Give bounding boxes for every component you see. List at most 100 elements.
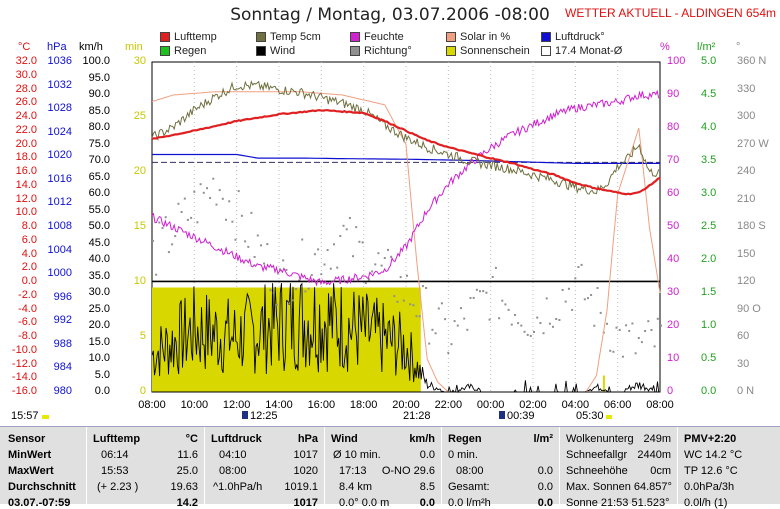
legend-swatch [541,46,551,56]
tick-label-celsius: 8.0 [21,220,37,232]
tick-label-pct: 40 [667,253,680,265]
tick-label-time: 04:00 [561,399,590,411]
series-richtung-point [574,277,577,280]
series-richtung-point [199,183,202,186]
series-richtung-point [428,342,431,345]
series-richtung-point [320,273,323,276]
tick-label-kmh: 75.0 [88,137,110,150]
series-richtung-point [491,276,494,278]
tick-label-kmh: 55.0 [88,203,110,216]
series-richtung-point [580,263,583,266]
tick-label-time: 22:00 [434,399,463,411]
series-wind [151,282,660,394]
tick-label-deg: 210 [737,192,756,205]
legend-swatch [350,32,360,42]
tick-label-lm2: 4.0 [701,121,717,133]
legend-swatch [541,32,551,42]
legend-feuchte: Feuchte [350,31,404,43]
series-richtung-point [174,235,177,238]
col-regen: Regen l/m² 0 min. 08:00 0.0 Gesamt: 0.0 0.… [448,433,553,509]
series-richtung-point [482,290,485,293]
tick-label-hpa: 1012 [47,196,72,209]
tick-label-lm2: 5.0 [701,55,717,67]
series-richtung-point [155,273,158,276]
series-richtung-point [250,211,253,214]
axis-header-hpa: hPa [47,41,67,53]
series-richtung-point [425,287,428,289]
tick-label-kmh: 100.0 [82,55,110,67]
tick-label-kmh: 15.0 [88,335,110,348]
tick-label-min: 5 [139,330,146,342]
series-richtung-point [533,331,535,333]
series-richtung-point [561,289,564,291]
series-richtung-point [339,235,342,237]
series-richtung-point [212,177,215,180]
tick-label-min: 30 [133,55,146,67]
tick-label-celsius: 10.0 [15,206,37,219]
series-richtung-point [396,300,399,303]
series-richtung-point [164,216,167,219]
series-richtung-point [520,324,523,327]
series-richtung-point [304,290,307,293]
series-richtung-point [653,345,656,348]
series-richtung-point [371,270,374,273]
tick-label-kmh: 90.0 [88,88,110,100]
legend-swatch [446,32,456,42]
tick-label-kmh: 70.0 [88,154,110,166]
tick-label-time: 16:00 [307,399,336,411]
series-richtung-point [409,303,412,306]
legend-swatch [350,46,360,56]
series-richtung-point [640,341,643,344]
tick-label-celsius: 30.0 [15,68,37,81]
tick-label-pct: 90 [667,88,680,100]
tick-label-celsius: -12.0 [11,357,37,370]
tick-label-lm2: 4.5 [701,88,717,100]
series-richtung-point [294,288,297,290]
series-richtung-point [650,329,653,331]
series-richtung-point [555,318,558,320]
tick-label-celsius: 6.0 [21,233,37,246]
series-richtung-point [275,303,278,306]
series-richtung-point [485,291,488,294]
series-richtung-point [342,224,345,227]
series-luftdruck [152,153,660,164]
legend-lufttemp: Lufttemp [160,31,217,43]
tick-label-hpa: 1004 [47,243,72,256]
tick-label-lm2: 1.5 [701,286,717,298]
legend-monat: 17.4 Monat-Ø [541,45,622,57]
series-richtung-point [625,324,628,327]
series-richtung-point [231,220,234,223]
series-richtung-point [279,268,281,271]
series-richtung-point [488,318,491,321]
tick-label-kmh: 85.0 [88,104,110,117]
series-richtung-point [593,324,596,327]
series-richtung-point [387,248,389,251]
series-richtung-point [564,300,567,303]
series-richtung-point [472,296,475,299]
chart-title: Sonntag / Montag, 03.07.2006 -08:00 [230,5,550,25]
series-richtung-point [456,324,459,327]
series-richtung-point [348,217,351,219]
tick-label-hpa: 1024 [47,125,72,138]
series-richtung-point [406,274,408,277]
series-richtung-point [431,328,434,331]
series-richtung-point [577,266,580,268]
series-richtung-point [202,191,205,194]
tick-label-lm2: 2.0 [701,253,717,265]
col-sensor: Sensor MinWert MaxWert Durchschnitt 03.0… [8,433,76,509]
tick-label-celsius: 4.0 [21,247,37,260]
series-richtung-point [237,190,240,193]
series-richtung-point [460,307,462,310]
series-richtung-point [421,285,424,288]
series-richtung-point [494,266,497,269]
tick-label-min: 20 [133,165,146,177]
series-richtung-point [510,323,513,326]
tick-label-time: 08:00 [646,399,674,411]
series-richtung-point [466,328,469,331]
tick-label-time: 02:00 [519,399,547,411]
series-richtung-point [523,330,526,333]
series-richtung-point [313,253,316,256]
tick-label-celsius: 0.0 [21,275,37,287]
event-sunset: 21:28 [403,410,431,422]
tick-label-time: 08:00 [138,399,166,411]
